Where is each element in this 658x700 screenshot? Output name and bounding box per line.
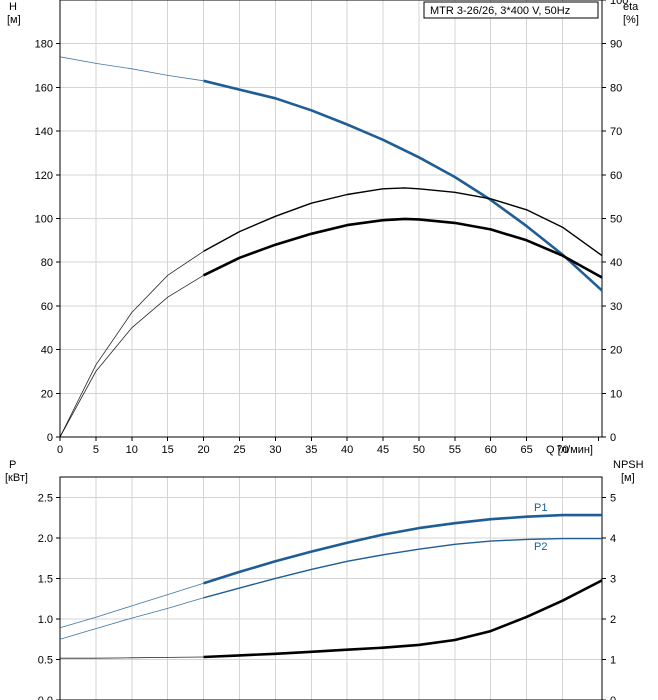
y-left-tick-label: 120 <box>35 170 53 182</box>
x-tick-label: 45 <box>377 444 389 456</box>
y-right-tick-label: 50 <box>610 214 622 226</box>
x-tick-label: 50 <box>413 444 425 456</box>
y-right-tick-label: 100 <box>610 0 628 7</box>
y-left-tick-label: 100 <box>35 214 53 226</box>
series-0-extrapolated-line <box>59 582 204 629</box>
x-tick-label: 5 <box>93 444 99 456</box>
x-tick-label: 40 <box>341 444 353 456</box>
y-left-tick-label: 1.0 <box>38 614 53 626</box>
bottom-axis-ticks: 0.0 0.5 1.0 1.5 2.0 2.5 0 1 2 3 4 5 <box>38 492 616 700</box>
y-left-tick-label: 60 <box>41 301 53 313</box>
y-right-tick-label: 60 <box>610 170 622 182</box>
y-left-tick-label: 40 <box>41 345 53 357</box>
x-tick-label: 70 <box>556 444 568 456</box>
y-right-tick-label: 30 <box>610 301 622 313</box>
x-tick-label: 20 <box>197 444 209 456</box>
y-left-tick-label: 20 <box>41 388 53 400</box>
y-right-tick-label: 1 <box>610 654 616 666</box>
series-label-p2: P2 <box>534 541 547 553</box>
y-right-tick-label: 0 <box>610 695 616 700</box>
y-left-tick-label: 1.5 <box>38 573 53 585</box>
y-right-tick-label: 5 <box>610 492 616 504</box>
x-tick-label: 10 <box>126 444 138 456</box>
series-1-extrapolated-line <box>59 250 204 438</box>
series-2-extrapolated-line <box>59 274 204 438</box>
x-tick-label: 30 <box>269 444 281 456</box>
x-tick-label: 0 <box>57 444 63 456</box>
top-axis-ticks: 0204060801001201401601800102030405060708… <box>35 0 628 456</box>
title-box-text: MTR 3-26/26, 3*400 V, 50Hz <box>430 5 570 17</box>
bottom-grid <box>60 477 602 700</box>
series-1-line <box>203 187 603 257</box>
series-0-line <box>203 513 602 585</box>
title-box <box>423 1 599 19</box>
x-tick-label: 15 <box>162 444 174 456</box>
bottom-series <box>59 513 603 659</box>
head-efficiency-chart: 0204060801001201401601800102030405060708… <box>7 0 639 456</box>
right-axis-unit-eta: [%] <box>623 14 639 26</box>
left-axis-label-h: H <box>9 1 17 13</box>
series-0-extrapolated-line <box>59 56 204 82</box>
power-npsh-chart: 0.0 0.5 1.0 1.5 2.0 2.5 0 1 2 3 4 5 P [кВт] NPSH [м… <box>5 459 644 700</box>
y-left-tick-label: 2.0 <box>38 533 53 545</box>
top-grid <box>60 0 602 437</box>
x-tick-label: 35 <box>305 444 317 456</box>
y-right-tick-label: 40 <box>610 257 622 269</box>
y-right-tick-label: 10 <box>610 388 622 400</box>
left-axis-unit-h: [м] <box>7 14 21 26</box>
x-tick-label: 25 <box>233 444 245 456</box>
top-series <box>59 56 603 438</box>
x-tick-label: 60 <box>485 444 497 456</box>
y-left-tick-label: 0 <box>47 432 53 444</box>
y-left-tick-label: 140 <box>35 126 53 138</box>
series-0-line <box>203 79 603 292</box>
y-right-tick-label: 70 <box>610 126 622 138</box>
y-left-tick-label: 160 <box>35 82 53 94</box>
x-tick-label: 55 <box>449 444 461 456</box>
y-right-tick-label: 20 <box>610 345 622 357</box>
y-right-tick-label: 0 <box>610 432 616 444</box>
left-axis-label-p: P <box>9 459 16 471</box>
series-2-line <box>203 579 603 659</box>
x-tick-label: 65 <box>520 444 532 456</box>
y-right-tick-label: 90 <box>610 39 622 51</box>
left-axis-unit-p: [кВт] <box>5 472 28 484</box>
right-axis-label-npsh: NPSH <box>613 459 644 471</box>
y-right-tick-label: 2 <box>610 614 616 626</box>
y-left-tick-label: 0.0 <box>38 695 53 700</box>
y-left-tick-label: 80 <box>41 257 53 269</box>
right-axis-label-eta: eta <box>623 1 639 13</box>
bottom-plot-frame <box>59 476 603 700</box>
y-left-tick-label: 0.5 <box>38 654 53 666</box>
series-1-line <box>203 537 602 599</box>
x-axis-label-q: Q [л/мин] <box>546 444 593 456</box>
series-1-extrapolated-line <box>59 597 204 640</box>
series-2-extrapolated-line <box>60 656 204 659</box>
right-axis-unit-npsh: [м] <box>621 472 635 484</box>
y-right-tick-label: 80 <box>610 82 622 94</box>
series-label-p1: P1 <box>534 502 547 514</box>
series-2-line <box>203 217 603 279</box>
y-left-tick-label: 2.5 <box>38 492 53 504</box>
y-right-tick-label: 3 <box>610 573 616 585</box>
y-left-tick-label: 180 <box>35 39 53 51</box>
y-right-tick-label: 4 <box>610 533 616 545</box>
